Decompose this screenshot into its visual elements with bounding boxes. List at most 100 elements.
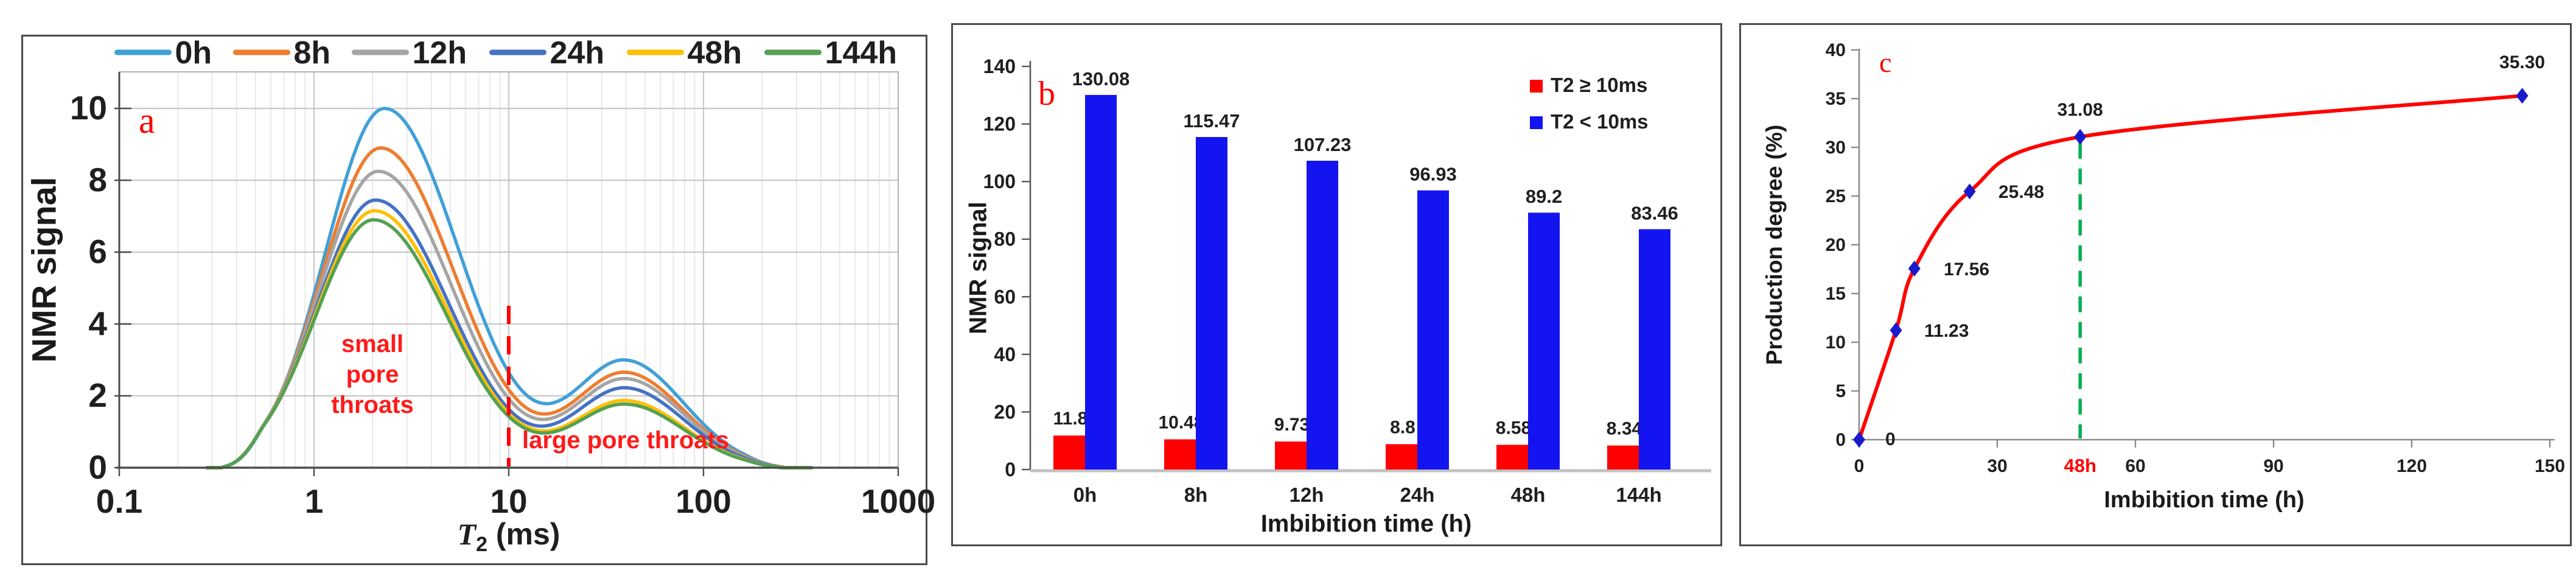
tick-label-x-c: 120: [2396, 456, 2427, 476]
tick-label-x-a: 10: [490, 482, 527, 520]
tick-label-y-a: 4: [88, 304, 107, 342]
tick-label-x-c: 30: [1987, 456, 2007, 476]
bar-value-blue: 130.08: [1072, 68, 1130, 90]
legend-square: [1530, 80, 1543, 93]
legend-label-8h: 8h: [294, 35, 331, 71]
point-label-31.08: 31.08: [2058, 100, 2103, 120]
panel-a-x-axis-title: T2 (ms): [458, 516, 560, 557]
legend-label-b: T2 < 10ms: [1551, 110, 1649, 133]
bar-red-24h: [1386, 444, 1417, 470]
point-label-11.23: 11.23: [1924, 321, 1969, 341]
tick-label-y-a: 10: [70, 89, 107, 127]
tick-label-y-a: 0: [88, 448, 107, 486]
point-label-25.48: 25.48: [1998, 182, 2044, 202]
data-point-diamond-24: [1963, 183, 1976, 200]
tick-label-x-a: 100: [675, 482, 731, 520]
bar-blue-24h: [1417, 190, 1449, 470]
panel-a-x-axis-title-subscript: 2: [476, 533, 487, 556]
tick-label-x-c: 0: [1854, 456, 1865, 476]
tick-label-y-c: 20: [1826, 235, 1846, 255]
tick-label-y-b: 20: [994, 401, 1016, 423]
tick-label-x-c: 150: [2535, 456, 2565, 476]
tick-label-y-c: 5: [1835, 381, 1846, 401]
bar-value-red: 8.34: [1607, 419, 1642, 439]
panel-c-frame: [1739, 23, 2572, 546]
category-label-b: 24h: [1400, 484, 1435, 506]
tick-label-y-a: 6: [88, 233, 107, 270]
tick-label-y-b: 60: [994, 286, 1016, 308]
tick-label-x-a: 1000: [861, 482, 935, 520]
tick-label-x-a: 0.1: [96, 482, 142, 520]
data-point-diamond-8: [1890, 322, 1902, 339]
panel-c-x-axis-title: Imbibition time (h): [2104, 487, 2305, 513]
tick-label-y-b: 40: [994, 343, 1016, 365]
point-label-35.30: 35.30: [2499, 52, 2545, 72]
data-point-diamond-12: [1908, 261, 1921, 277]
tick-label-x-c: 60: [2125, 456, 2145, 476]
panel-a-x-axis-title-symbol: T: [457, 517, 476, 551]
tick-label-y-a: 8: [88, 161, 107, 199]
tick-label-y-c: 10: [1826, 332, 1846, 353]
bar-red-0h: [1053, 435, 1085, 470]
bar-value-blue: 96.93: [1409, 164, 1457, 185]
tick-label-y-b: 120: [983, 113, 1016, 135]
tick-label-y-c: 30: [1826, 138, 1846, 158]
category-label-b: 0h: [1073, 484, 1097, 506]
tick-label-y-b: 0: [1005, 459, 1016, 480]
panel-b-letter: b: [1038, 75, 1055, 113]
tick-label-y-c: 0: [1835, 430, 1846, 450]
legend-label-48h: 48h: [688, 35, 742, 71]
bar-value-blue: 89.2: [1526, 186, 1562, 207]
tick-label-y-b: 140: [983, 55, 1016, 77]
panel-a-frame: [21, 35, 927, 565]
bar-value-blue: 83.46: [1631, 202, 1678, 223]
category-label-b: 8h: [1184, 484, 1208, 506]
highlight-tick-48h: 48h: [2064, 455, 2096, 476]
bar-blue-12h: [1307, 160, 1338, 470]
panel-b-y-axis-title: NMR signal: [965, 202, 992, 334]
legend-label-144h: 144h: [825, 35, 898, 71]
bar-red-48h: [1496, 445, 1528, 470]
panel-a-letter: a: [139, 100, 155, 141]
bar-value-red: 11.8: [1053, 409, 1088, 429]
category-label-b: 144h: [1616, 484, 1661, 506]
tick-label-x-a: 1: [305, 482, 324, 520]
legend-label-b: T2 ≥ 10ms: [1551, 74, 1647, 96]
tick-label-x-c: 90: [2263, 456, 2283, 476]
panel-c-y-axis-title: Production degree (%): [1762, 124, 1787, 365]
plot-box-a: [119, 71, 899, 468]
panel-c-letter: c: [1879, 47, 1892, 78]
bar-value-red: 8.8: [1390, 417, 1415, 437]
bar-blue-144h: [1639, 229, 1670, 470]
data-point-diamond-0: [1853, 432, 1865, 448]
bar-blue-0h: [1085, 94, 1117, 470]
bar-red-8h: [1164, 439, 1196, 470]
bar-red-12h: [1275, 441, 1307, 470]
bar-value-blue: 115.47: [1183, 110, 1240, 132]
panel-a-small-pore-annotation: small pore throats: [331, 331, 414, 418]
legend-square: [1530, 116, 1543, 129]
bar-value-red: 9.73: [1274, 415, 1310, 435]
bar-value-red: 8.58: [1496, 418, 1531, 438]
panel-a-y-axis-title: NMR signal: [24, 177, 63, 363]
data-point-diamond-144: [2516, 88, 2529, 104]
tick-label-y-b: 80: [994, 228, 1016, 250]
point-label-17.56: 17.56: [1944, 259, 1989, 280]
curve-144h: [205, 218, 814, 470]
category-label-b: 48h: [1511, 484, 1546, 506]
panel-a-x-axis-title-unit: (ms): [487, 517, 560, 551]
panel-b-frame: [951, 23, 1722, 546]
tick-label-y-c: 35: [1826, 89, 1846, 109]
tick-label-y-c: 15: [1826, 284, 1846, 304]
tick-label-y-c: 40: [1826, 40, 1846, 60]
data-point-diamond-48: [2074, 128, 2087, 145]
tick-label-y-b: 100: [983, 171, 1016, 192]
tick-label-y-c: 25: [1826, 186, 1846, 206]
point-label-0: 0: [1885, 429, 1896, 449]
legend-label-12h: 12h: [413, 35, 467, 71]
panel-b-x-axis-title: Imbibition time (h): [1260, 510, 1472, 537]
panel-a-large-pore-annotation: large pore throats: [522, 427, 730, 454]
tick-label-y-a: 2: [88, 376, 107, 414]
